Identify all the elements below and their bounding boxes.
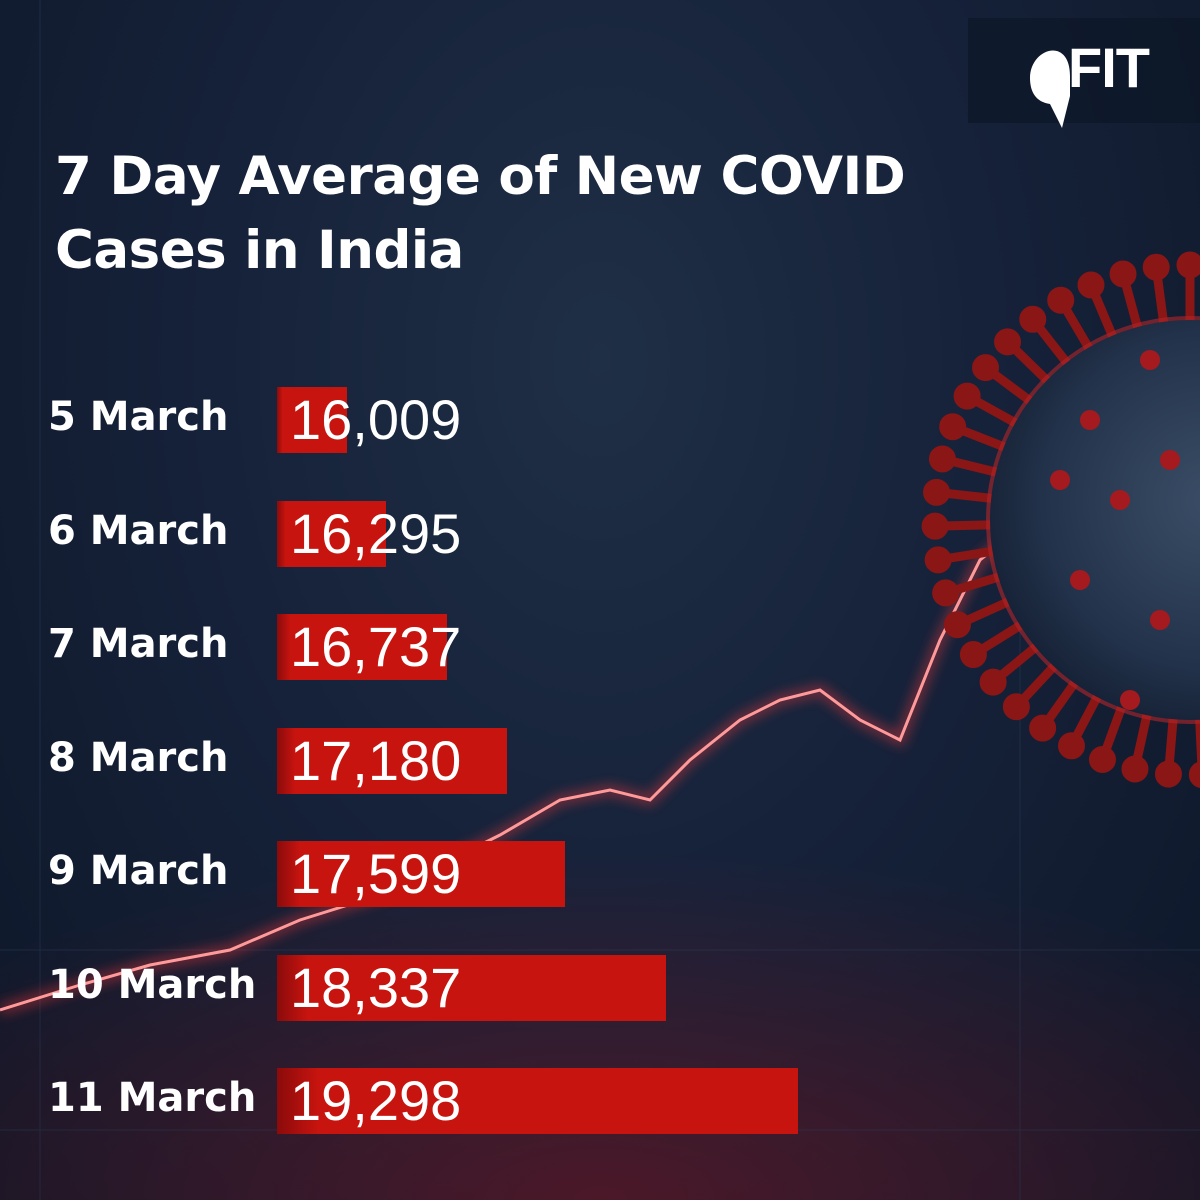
bar-value-label: 19,298 [290,1069,462,1132]
bar [277,614,447,680]
bar-row: 8 March 17,180 [0,728,1200,794]
category-label: 10 March [48,962,257,1008]
bar-value-label: 16,737 [290,615,462,678]
bar [277,841,565,907]
bar-row: 6 March 16,295 [0,501,1200,567]
category-label: 5 March [48,394,229,440]
bar-row: 11 March 19,298 [0,1068,1200,1134]
bar-row: 5 March 16,009 [0,387,1200,453]
brand-name: FIT [1068,36,1150,99]
bar-value-label: 17,599 [290,842,462,905]
bar-row: 10 March 18,337 [0,955,1200,1021]
bar [277,1068,798,1134]
bar [277,955,666,1021]
bar-row: 7 March 16,737 [0,614,1200,680]
bar-value-label: 18,337 [290,956,462,1019]
bar [277,501,386,567]
speech-bubble-icon [1030,50,1070,128]
bar [277,728,507,794]
bar-value-label: 17,180 [290,729,462,792]
bar-value-label: 16,009 [290,388,462,451]
bar-row: 9 March 17,599 [0,841,1200,907]
category-label: 7 March [48,621,229,667]
bar [277,387,347,453]
category-label: 6 March [48,508,229,554]
brand-logo: FIT [968,18,1200,128]
bar-value-label: 16,295 [290,502,462,565]
virus-illustration [921,251,1200,788]
chart-title: 7 Day Average of New COVID Cases in Indi… [55,146,906,281]
trend-line [0,518,1031,1012]
category-label: 11 March [48,1075,257,1121]
category-label: 9 March [48,848,229,894]
category-label: 8 March [48,735,229,781]
